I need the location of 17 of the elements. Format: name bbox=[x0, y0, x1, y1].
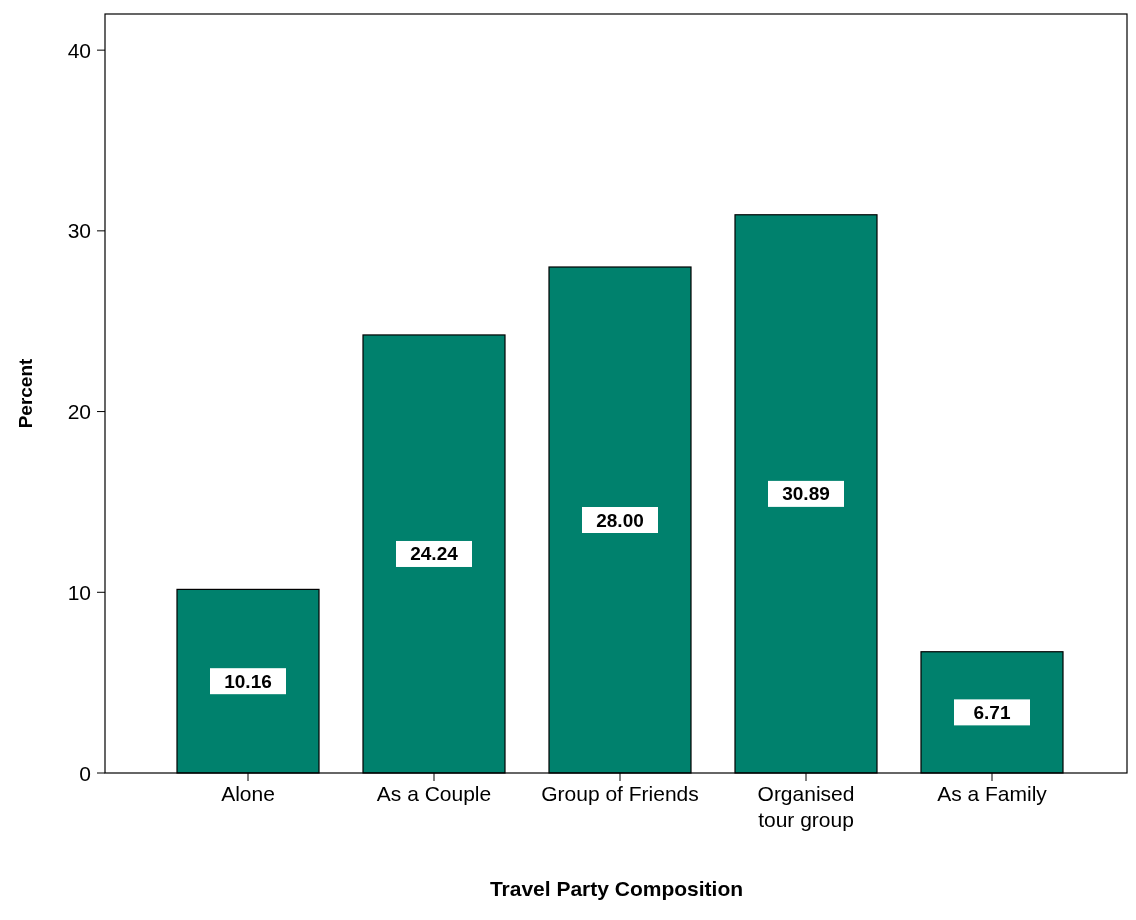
y-tick-label: 40 bbox=[67, 38, 91, 62]
x-axis-title: Travel Party Composition bbox=[489, 877, 744, 900]
x-tick-label: Group of Friends bbox=[541, 782, 699, 805]
y-tick-label: 20 bbox=[67, 400, 91, 424]
y-axis-title: Percent bbox=[15, 357, 36, 429]
data-label: 30.89 bbox=[782, 483, 830, 505]
data-label: 24.24 bbox=[410, 543, 459, 565]
y-tick-label: 0 bbox=[79, 761, 91, 785]
x-tick-label: As a Couple bbox=[376, 782, 492, 805]
data-label: 28.00 bbox=[596, 509, 644, 531]
y-tick-label: 30 bbox=[67, 219, 91, 243]
data-label: 6.71 bbox=[973, 701, 1011, 723]
x-tick-label: Alone bbox=[221, 782, 275, 805]
x-tick-label: As a Family bbox=[937, 782, 1048, 805]
data-label: 10.16 bbox=[224, 670, 272, 692]
x-tick-label: Organised tour group bbox=[757, 782, 855, 831]
y-tick-label: 10 bbox=[67, 580, 91, 604]
